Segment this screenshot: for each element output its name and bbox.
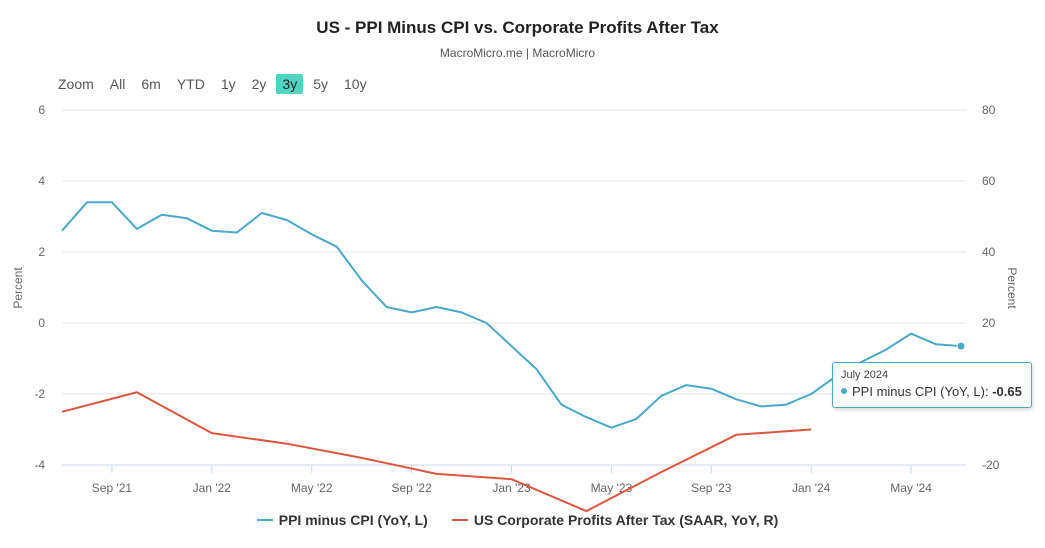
x-tick-label: May '22 [291, 481, 333, 495]
series-line-ppi [61, 201, 962, 429]
tooltip-row: PPI minus CPI (YoY, L): -0.65 [841, 384, 1022, 399]
y-left-axis-title: Percent [11, 267, 25, 309]
y-left-tick-label: 4 [38, 174, 45, 188]
tooltip-label: PPI minus CPI (YoY, L): [852, 384, 993, 399]
y-right-tick-label: 40 [982, 245, 996, 259]
y-right-axis-title: Percent [1005, 267, 1019, 309]
x-tick-label: May '24 [890, 481, 932, 495]
y-left-tick-label: 0 [38, 316, 45, 330]
tooltip: July 2024 PPI minus CPI (YoY, L): -0.65 [832, 362, 1032, 408]
zoom-bar: Zoom All 6m YTD 1y 2y 3y 5y 10y [58, 74, 377, 94]
zoom-3y-button[interactable]: 3y [276, 74, 304, 94]
y-right-tick-label: 60 [982, 174, 996, 188]
hover-marker [956, 341, 966, 351]
zoom-10y-button[interactable]: 10y [344, 76, 367, 92]
legend-item-ppi[interactable]: PPI minus CPI (YoY, L) [256, 512, 428, 528]
x-tick-label: May '23 [591, 481, 633, 495]
x-tick-label: Sep '21 [92, 481, 133, 495]
zoom-2y-button[interactable]: 2y [251, 76, 267, 92]
y-left-tick-label: 6 [38, 103, 45, 117]
x-tick-label: Jan '24 [792, 481, 831, 495]
legend: PPI minus CPI (YoY, L) US Corporate Prof… [0, 512, 1035, 528]
tooltip-series-dot [841, 388, 847, 394]
x-tick-label: Jan '22 [193, 481, 232, 495]
chart-title: US - PPI Minus CPI vs. Corporate Profits… [316, 18, 719, 37]
chart-subtitle: MacroMicro.me | MacroMicro [439, 46, 596, 60]
legend-label-profits: US Corporate Profits After Tax (SAAR, Yo… [473, 512, 779, 528]
x-tick-label: Sep '22 [391, 481, 432, 495]
y-right-tick-label: 20 [982, 316, 996, 330]
y-left-tick-label: -2 [34, 387, 45, 401]
y-right-tick-label: 80 [982, 103, 996, 117]
tooltip-value: -0.65 [992, 384, 1022, 399]
zoom-all-button[interactable]: All [109, 76, 126, 92]
y-left-tick-label: 2 [38, 245, 45, 259]
zoom-6m-button[interactable]: 6m [141, 76, 161, 92]
zoom-ytd-button[interactable]: YTD [176, 76, 205, 92]
y-left-tick-label: -4 [34, 458, 45, 472]
zoom-5y-button[interactable]: 5y [313, 76, 328, 92]
series-line-profits [61, 391, 812, 513]
legend-swatch-profits [451, 519, 468, 521]
y-right-tick-label: -20 [982, 458, 1000, 472]
x-tick-label: Jan '23 [492, 481, 531, 495]
zoom-1y-button[interactable]: 1y [220, 76, 236, 92]
legend-label-ppi: PPI minus CPI (YoY, L) [278, 512, 428, 528]
legend-swatch-ppi [256, 519, 273, 521]
zoom-label: Zoom [58, 76, 94, 92]
legend-item-profits[interactable]: US Corporate Profits After Tax (SAAR, Yo… [451, 512, 779, 528]
x-tick-label: Sep '23 [691, 481, 732, 495]
tooltip-date: July 2024 [841, 369, 889, 381]
